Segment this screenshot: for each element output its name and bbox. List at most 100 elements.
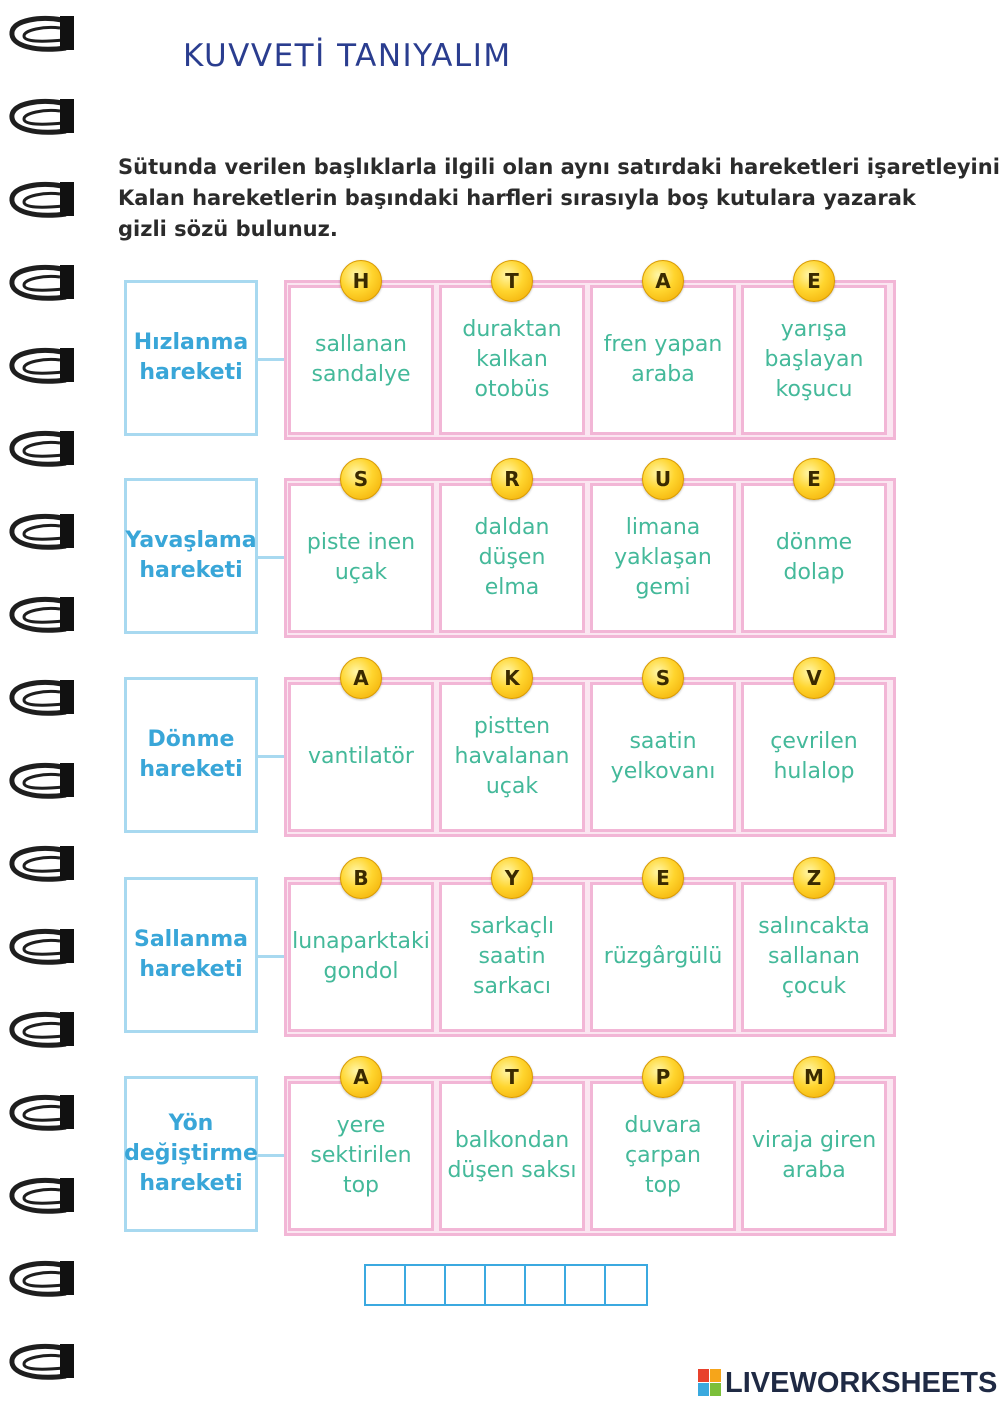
motion-option-text: çarpan: [624, 1143, 701, 1168]
motion-option-cell[interactable]: duvara çarpan top: [590, 1081, 736, 1231]
motion-option-text: limana: [625, 515, 701, 540]
row-heading-line: Yön: [168, 1111, 214, 1136]
motion-option-cell[interactable]: saatin yelkovanı: [590, 682, 736, 832]
motion-option-cell[interactable]: rüzgârgülü: [590, 882, 736, 1032]
answer-letter-box[interactable]: [566, 1266, 606, 1304]
letter-badge: V: [793, 657, 835, 699]
motion-option-cell[interactable]: vantilatör: [288, 682, 434, 832]
motion-option-text: top: [342, 1173, 380, 1198]
motion-option-text: hulalop: [773, 759, 855, 784]
row-heading-line: hareketi: [139, 360, 243, 385]
row-heading-line: Hızlanma: [133, 330, 249, 355]
letter-badge: U: [642, 458, 684, 500]
motion-option-cell[interactable]: lunaparktaki gondol: [288, 882, 434, 1032]
letter-badge: T: [491, 260, 533, 302]
letter-badge: B: [340, 857, 382, 899]
motion-option-text: viraja giren: [751, 1128, 877, 1153]
letter-badge: T: [491, 1056, 533, 1098]
letter-badge: K: [491, 657, 533, 699]
motion-option-cell[interactable]: limana yaklaşan gemi: [590, 483, 736, 633]
row-heading-line: hareketi: [139, 558, 243, 583]
logo-text: LIVEWORKSHEETS: [725, 1366, 998, 1399]
motion-option-text: uçak: [334, 560, 388, 585]
answer-letter-box[interactable]: [606, 1266, 646, 1304]
letter-badge: S: [642, 657, 684, 699]
row-heading: Yavaşlama hareketi: [124, 478, 258, 634]
spiral-ring-icon: [9, 16, 74, 52]
motion-option-text: elma: [484, 575, 540, 600]
liveworksheets-logo: LIVEWORKSHEETS: [698, 1366, 997, 1400]
motion-option-cell[interactable]: sarkaçlı saatin sarkacı: [439, 882, 585, 1032]
spiral-ring-icon: [9, 182, 74, 218]
motion-option-cell[interactable]: pistten havalanan uçak: [439, 682, 585, 832]
motion-option-cell[interactable]: sallanan sandalye: [288, 285, 434, 435]
motion-option-cell[interactable]: çevrilen hulalop: [741, 682, 887, 832]
motion-option-cell[interactable]: piste inen uçak: [288, 483, 434, 633]
spiral-ring-icon: [9, 265, 74, 301]
motion-option-text: otobüs: [474, 377, 550, 402]
motion-option-text: yarışa: [780, 317, 848, 342]
motion-option-text: saatin: [478, 944, 546, 969]
row-heading-line: Sallanma: [133, 927, 249, 952]
answer-letter-box[interactable]: [366, 1266, 406, 1304]
page-title: KUVVETİ TANIYALIM: [183, 38, 512, 74]
spiral-ring-icon: [9, 1095, 74, 1131]
instruction-line: Kalan hareketlerin başındaki harfleri sı…: [118, 186, 916, 210]
spiral-ring-icon: [9, 99, 74, 135]
motion-option-text: gondol: [323, 959, 399, 984]
motion-option-cell[interactable]: dönme dolap: [741, 483, 887, 633]
row-heading: Hızlanma hareketi: [124, 280, 258, 436]
motion-option-text: yere: [336, 1113, 386, 1138]
spiral-ring-icon: [9, 1178, 74, 1214]
motion-option-text: pistten: [473, 714, 551, 739]
spiral-ring-icon: [9, 431, 74, 467]
connector-line: [258, 955, 288, 958]
letter-badge: A: [340, 1056, 382, 1098]
motion-option-text: daldan: [474, 515, 550, 540]
motion-option-text: duvara: [624, 1113, 702, 1138]
instructions: Sütunda verilen başlıklarla ilgili olan …: [118, 152, 1000, 245]
motion-option-text: havalanan: [454, 744, 570, 769]
motion-option-cell[interactable]: yarışa başlayan koşucu: [741, 285, 887, 435]
letter-badge: P: [642, 1056, 684, 1098]
answer-letter-box[interactable]: [446, 1266, 486, 1304]
spiral-ring-icon: [9, 348, 74, 384]
row-heading: Dönme hareketi: [124, 677, 258, 833]
motion-option-text: vantilatör: [308, 744, 414, 769]
motion-option-text: sarkacı: [472, 974, 552, 999]
motion-option-cell[interactable]: yere sektirilen top: [288, 1081, 434, 1231]
motion-option-text: kalkan: [476, 347, 548, 372]
motion-option-text: sarkaçlı: [469, 914, 555, 939]
motion-option-cell[interactable]: daldan düşen elma: [439, 483, 585, 633]
answer-letter-box[interactable]: [486, 1266, 526, 1304]
motion-option-text: piste inen: [306, 530, 416, 555]
motion-option-text: başlayan: [764, 347, 864, 372]
logo-mark-icon: [698, 1369, 722, 1397]
motion-option-cell[interactable]: balkondan düşen saksı: [439, 1081, 585, 1231]
motion-option-cell[interactable]: viraja giren araba: [741, 1081, 887, 1231]
connector-line: [258, 358, 288, 361]
spiral-binding: [9, 16, 74, 1380]
answer-letter-box[interactable]: [406, 1266, 446, 1304]
spiral-ring-icon: [9, 1261, 74, 1297]
letter-badge: S: [340, 458, 382, 500]
connector-line: [258, 1154, 288, 1157]
instruction-line: gizli sözü bulunuz.: [118, 217, 338, 241]
motion-option-text: duraktan: [462, 317, 562, 342]
motion-option-text: top: [644, 1173, 682, 1198]
letter-badge: Y: [491, 857, 533, 899]
motion-option-cell[interactable]: fren yapan araba: [590, 285, 736, 435]
motion-option-text: rüzgârgülü: [603, 944, 723, 969]
answer-letter-box[interactable]: [526, 1266, 566, 1304]
motion-option-text: çevrilen: [770, 729, 858, 754]
spiral-ring-icon: [9, 597, 74, 633]
motion-option-cell[interactable]: salıncakta sallanan çocuk: [741, 882, 887, 1032]
motion-option-text: balkondan: [454, 1128, 570, 1153]
motion-option-text: salıncakta: [758, 914, 870, 939]
motion-option-text: araba: [782, 1158, 846, 1183]
motion-option-cell[interactable]: duraktan kalkan otobüs: [439, 285, 585, 435]
motion-option-text: sallanan: [314, 332, 408, 357]
motion-option-text: sallanan: [767, 944, 860, 969]
